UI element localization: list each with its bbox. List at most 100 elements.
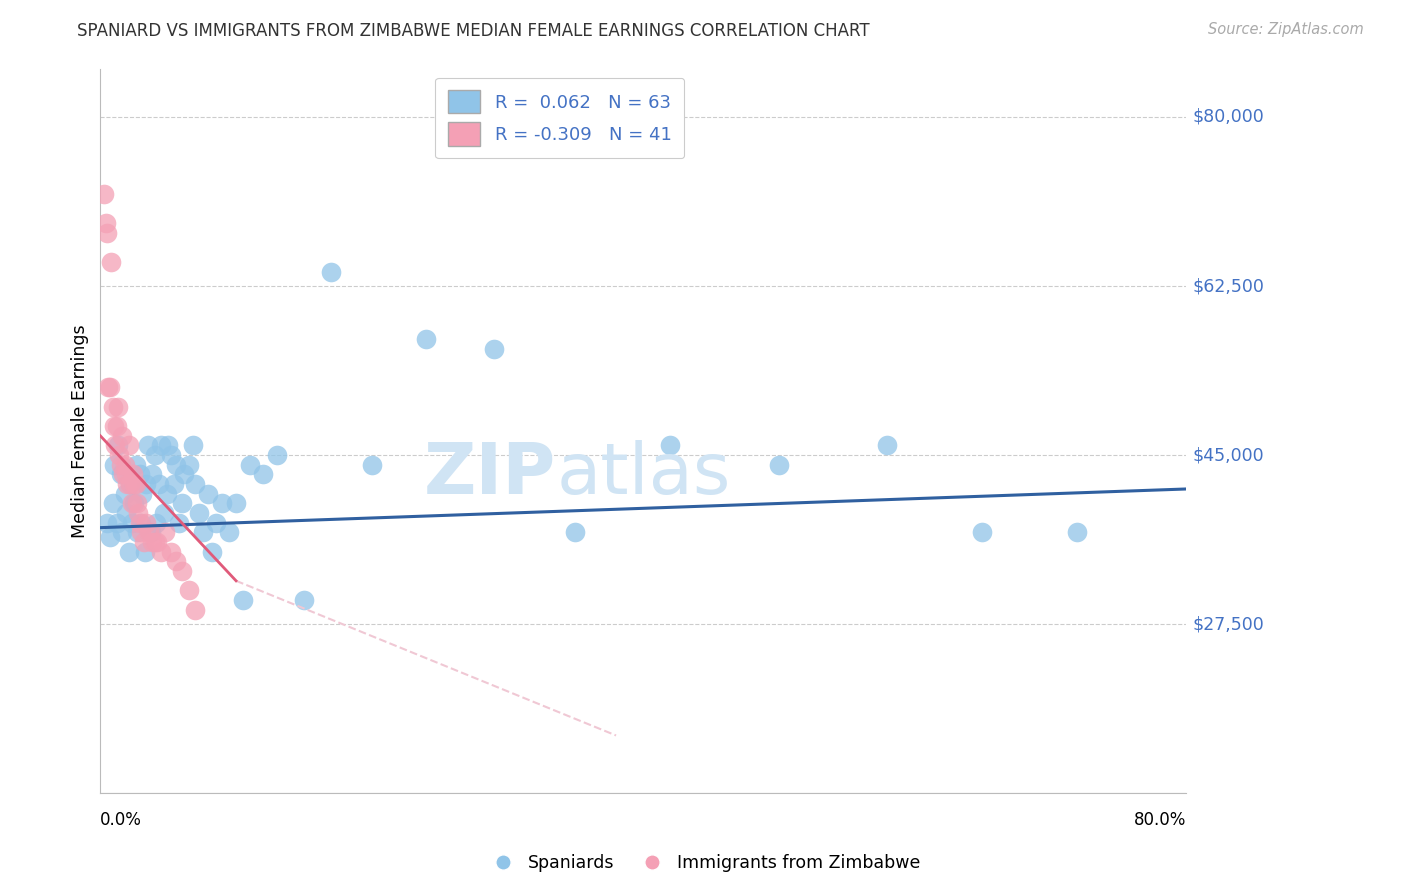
Point bbox=[177, 583, 200, 598]
Point bbox=[876, 438, 898, 452]
Point bbox=[96, 226, 118, 240]
Point bbox=[141, 535, 163, 549]
Point bbox=[101, 400, 124, 414]
Point bbox=[93, 187, 115, 202]
Point bbox=[100, 255, 122, 269]
Legend: R =  0.062   N = 63, R = -0.309   N = 41: R = 0.062 N = 63, R = -0.309 N = 41 bbox=[434, 78, 685, 158]
Point bbox=[150, 438, 173, 452]
Point bbox=[218, 525, 240, 540]
Point bbox=[292, 593, 315, 607]
Point bbox=[972, 525, 994, 540]
Point bbox=[121, 516, 143, 530]
Point bbox=[482, 342, 505, 356]
Point bbox=[112, 467, 135, 482]
Point bbox=[103, 458, 125, 472]
Point bbox=[197, 487, 219, 501]
Point bbox=[110, 458, 132, 472]
Point bbox=[115, 506, 138, 520]
Point bbox=[145, 516, 167, 530]
Point bbox=[107, 438, 129, 452]
Point bbox=[155, 525, 177, 540]
Point bbox=[118, 438, 141, 452]
Point bbox=[104, 438, 127, 452]
Point bbox=[101, 496, 124, 510]
Point bbox=[173, 467, 195, 482]
Point bbox=[136, 438, 159, 452]
Text: SPANIARD VS IMMIGRANTS FROM ZIMBABWE MEDIAN FEMALE EARNINGS CORRELATION CHART: SPANIARD VS IMMIGRANTS FROM ZIMBABWE MED… bbox=[77, 22, 870, 40]
Point bbox=[105, 516, 128, 530]
Point bbox=[188, 506, 211, 520]
Point bbox=[121, 496, 143, 510]
Point bbox=[127, 506, 149, 520]
Point bbox=[105, 419, 128, 434]
Point bbox=[97, 380, 120, 394]
Point bbox=[131, 487, 153, 501]
Point bbox=[110, 467, 132, 482]
Legend: Spaniards, Immigrants from Zimbabwe: Spaniards, Immigrants from Zimbabwe bbox=[479, 847, 927, 879]
Point bbox=[167, 516, 190, 530]
Point bbox=[177, 458, 200, 472]
Point bbox=[138, 525, 160, 540]
Text: $45,000: $45,000 bbox=[1192, 446, 1264, 464]
Point bbox=[143, 448, 166, 462]
Point bbox=[103, 419, 125, 434]
Text: atlas: atlas bbox=[557, 440, 731, 509]
Point bbox=[135, 516, 157, 530]
Point bbox=[170, 496, 193, 510]
Text: 80.0%: 80.0% bbox=[1133, 811, 1187, 829]
Point bbox=[319, 264, 342, 278]
Point bbox=[150, 545, 173, 559]
Point bbox=[1066, 525, 1088, 540]
Point bbox=[165, 554, 187, 568]
Point bbox=[107, 400, 129, 414]
Point bbox=[94, 216, 117, 230]
Point bbox=[768, 458, 790, 472]
Point bbox=[232, 593, 254, 607]
Point bbox=[124, 496, 146, 510]
Point bbox=[170, 564, 193, 578]
Point bbox=[128, 467, 150, 482]
Point bbox=[135, 477, 157, 491]
Point bbox=[184, 477, 207, 491]
Point bbox=[184, 603, 207, 617]
Point bbox=[111, 525, 134, 540]
Point bbox=[201, 545, 224, 559]
Point bbox=[129, 516, 152, 530]
Point bbox=[141, 467, 163, 482]
Point bbox=[125, 496, 148, 510]
Point bbox=[122, 467, 145, 482]
Point bbox=[252, 467, 274, 482]
Point bbox=[115, 467, 138, 482]
Point bbox=[124, 477, 146, 491]
Point bbox=[157, 438, 180, 452]
Point bbox=[128, 516, 150, 530]
Point bbox=[162, 477, 184, 491]
Point bbox=[266, 448, 288, 462]
Point bbox=[415, 332, 437, 346]
Point bbox=[160, 545, 183, 559]
Point bbox=[139, 525, 162, 540]
Point bbox=[120, 477, 142, 491]
Point bbox=[225, 496, 247, 510]
Point bbox=[659, 438, 682, 452]
Point bbox=[156, 487, 179, 501]
Point bbox=[96, 516, 118, 530]
Point bbox=[193, 525, 215, 540]
Point bbox=[114, 458, 136, 472]
Text: $80,000: $80,000 bbox=[1192, 108, 1264, 126]
Point bbox=[132, 535, 155, 549]
Point bbox=[125, 525, 148, 540]
Y-axis label: Median Female Earnings: Median Female Earnings bbox=[72, 324, 89, 538]
Point bbox=[118, 545, 141, 559]
Point bbox=[129, 525, 152, 540]
Point bbox=[564, 525, 586, 540]
Point bbox=[165, 458, 187, 472]
Point bbox=[181, 438, 204, 452]
Point bbox=[211, 496, 233, 510]
Point bbox=[124, 458, 146, 472]
Point bbox=[111, 429, 134, 443]
Point bbox=[124, 477, 146, 491]
Point bbox=[148, 477, 170, 491]
Point bbox=[134, 545, 156, 559]
Point bbox=[120, 477, 142, 491]
